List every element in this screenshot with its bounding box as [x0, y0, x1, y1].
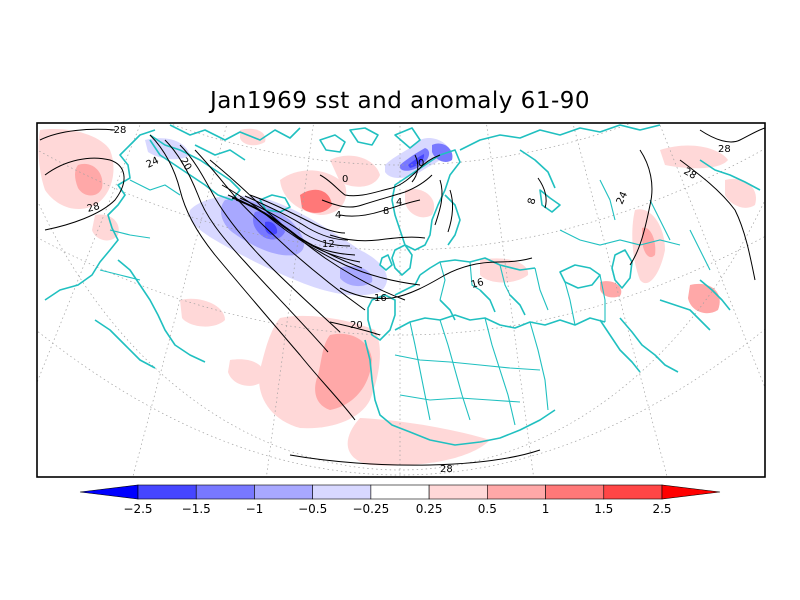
- contour-28-west: [39, 128, 116, 141]
- anomaly-patch-north-sea: [405, 189, 435, 218]
- colorbar-tick-label: 0.5: [478, 502, 497, 516]
- contour-label: 0: [342, 174, 348, 185]
- colorbar-bin: [370, 484, 430, 500]
- contour-12: [329, 234, 426, 242]
- anomaly-patch-caribbean: [180, 298, 225, 327]
- anomaly-patch-north-core: [300, 189, 332, 213]
- contour-label: 20: [350, 320, 363, 331]
- colorbar-tick-label: −1.5: [182, 502, 211, 516]
- contour-24-west: [44, 157, 125, 231]
- contour-label: 28: [682, 166, 699, 182]
- colorbar-bin: [428, 484, 488, 500]
- coast-north-america: [44, 129, 156, 301]
- anomaly-patch-negative-arctic-peak: [408, 154, 425, 168]
- anomaly-patch-med: [480, 258, 529, 283]
- colorbar-tick-label: −0.25: [352, 502, 389, 516]
- anomaly-patch-barents: [330, 155, 380, 187]
- coast-iberia: [367, 294, 396, 341]
- contour-label: 8: [526, 197, 538, 206]
- contour-label: 28: [440, 464, 453, 475]
- colorbar-tick-label: −1: [246, 502, 264, 516]
- contour-label: 4: [335, 210, 341, 221]
- colorbar-arrow-low: [79, 484, 139, 500]
- contour-24-east: [629, 149, 653, 266]
- contour-label: 8: [383, 206, 389, 217]
- contour-label: 0: [418, 158, 424, 169]
- contour-label: 24: [615, 190, 630, 206]
- sst-contours: [39, 127, 765, 466]
- colorbar-tick-label: 1.5: [594, 502, 613, 516]
- colorbar: −2.5 −1.5 −1 −0.5 −0.25 0.25 0.5 1 1.5 2.5: [79, 484, 721, 516]
- anomaly-patch-gulf: [92, 214, 119, 241]
- contour-labels: -28 24 20 28 0 4 8 12 16 20 0 4 16 24 28…: [86, 125, 731, 475]
- colorbar-tick-label: 2.5: [652, 502, 671, 516]
- contour-28-east-top: [699, 127, 765, 143]
- colorbar-bin: [254, 484, 313, 500]
- anomaly-patch-negative-center: [265, 221, 278, 235]
- colorbar-tick-label: −0.5: [298, 502, 327, 516]
- contour-label: 16: [470, 277, 485, 291]
- contour-8-east: [537, 177, 547, 209]
- coastlines: [44, 124, 761, 446]
- coast-scandinavia: [391, 149, 461, 251]
- contour-label: 4: [396, 197, 402, 208]
- anomaly-patch-west-atlantic-core: [75, 163, 103, 196]
- contour-28-east: [679, 159, 756, 281]
- projection-edge: [37, 199, 765, 471]
- anomaly-patch-negative-greenland: [145, 138, 190, 160]
- contour-20-west: [149, 134, 356, 421]
- anomaly-patch-negative-east: [340, 265, 373, 287]
- contour-20-mid: [329, 321, 381, 336]
- contour-label: 28: [86, 201, 101, 215]
- anomaly-patch-black: [600, 281, 622, 298]
- contour-label: 28: [718, 144, 731, 155]
- contour-4-north: [321, 174, 433, 208]
- anomaly-patch-subtropic-core: [315, 333, 372, 410]
- coast-caspian: [611, 249, 633, 289]
- colorbar-tick-label: 1: [542, 502, 550, 516]
- country-borders: [99, 179, 711, 426]
- contour-16-mid: [339, 257, 533, 299]
- coast-british-isles: [391, 244, 413, 276]
- coast-greenland: [149, 134, 241, 201]
- map-title: Jan1969 sst and anomaly 61-90: [209, 88, 591, 114]
- contour-label: 12: [322, 239, 335, 250]
- anomaly-patch-south: [228, 359, 265, 386]
- coast-mediterranean: [394, 314, 606, 331]
- colorbar-bin: [137, 484, 197, 500]
- anomaly-shading: [38, 128, 756, 466]
- colorbar-bin: [545, 484, 605, 500]
- contour-28-south: [289, 449, 541, 466]
- coast-red-sea: [599, 319, 641, 373]
- coast-russia-north: [459, 124, 661, 151]
- colorbar-tick-label: 0.25: [416, 502, 443, 516]
- colorbar-bin: [487, 484, 546, 500]
- colorbar-bin: [195, 484, 255, 500]
- contour-label: -28: [110, 125, 126, 136]
- map-frame: [36, 122, 766, 478]
- contour-8-north: [339, 199, 421, 217]
- contour-label: 24: [145, 155, 161, 170]
- colorbar-bin: [603, 484, 663, 500]
- coast-africa: [364, 339, 556, 446]
- anomaly-patch-canary: [347, 418, 490, 466]
- anomaly-patch-far-east: [725, 178, 756, 208]
- contour-12-east: [447, 189, 454, 233]
- colorbar-arrow-high: [661, 484, 721, 500]
- colorbar-bin: [312, 484, 372, 500]
- anomaly-patch-pacific: [660, 145, 728, 169]
- contour-0-north: [319, 154, 441, 197]
- anomaly-patch-east: [688, 283, 720, 314]
- coast-black-sea: [559, 264, 601, 289]
- colorbar-tick-label: −2.5: [123, 502, 152, 516]
- contour-label: 16: [374, 293, 387, 304]
